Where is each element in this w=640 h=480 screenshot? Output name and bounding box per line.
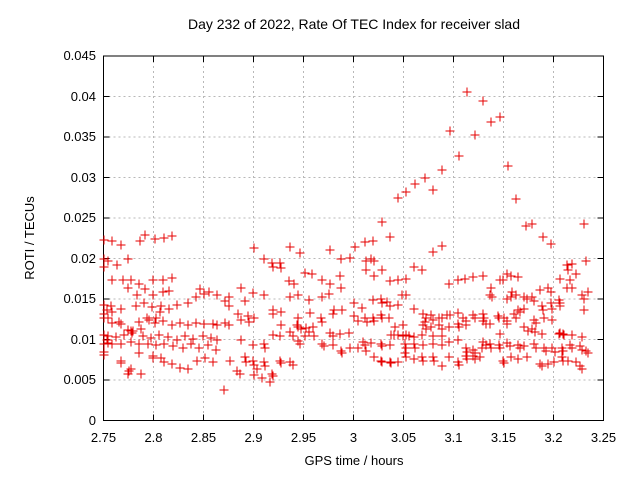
chart-title: Day 232 of 2022, Rate Of TEC Index for r…: [187, 16, 521, 32]
y-tick-label: 0.04: [70, 88, 96, 104]
plot-border: [103, 55, 604, 421]
grid-lines: [103, 56, 604, 421]
scatter-points: [99, 87, 593, 395]
x-tick-label: 3.15: [490, 430, 517, 445]
x-tick-label: 3.05: [390, 430, 417, 445]
x-axis-label: GPS time / hours: [304, 453, 404, 468]
y-tick-label: 0.02: [70, 250, 96, 266]
y-tick-label: 0.005: [63, 372, 96, 387]
x-tick-label: 2.9: [244, 430, 263, 445]
x-tick-label: 2.95: [290, 430, 317, 445]
x-tick-label: 3.25: [590, 430, 617, 445]
x-tick-label: 3: [349, 430, 358, 445]
y-tick-label: 0.01: [70, 331, 96, 347]
y-tick-label: 0.035: [63, 129, 96, 144]
y-tick-label: 0: [88, 412, 96, 428]
y-tick-label: 0.015: [63, 291, 96, 306]
x-tick-label: 2.85: [190, 430, 217, 445]
x-tick-label: 2.8: [144, 430, 163, 445]
y-tick-label: 0.025: [63, 210, 96, 225]
x-tick-label: 3.1: [444, 430, 463, 445]
x-tick-label: 2.75: [90, 430, 117, 445]
y-tick-label: 0.045: [63, 48, 96, 63]
tick-marks: [103, 55, 604, 421]
x-tick-label: 3.2: [544, 430, 563, 445]
y-tick-label: 0.03: [70, 169, 96, 185]
